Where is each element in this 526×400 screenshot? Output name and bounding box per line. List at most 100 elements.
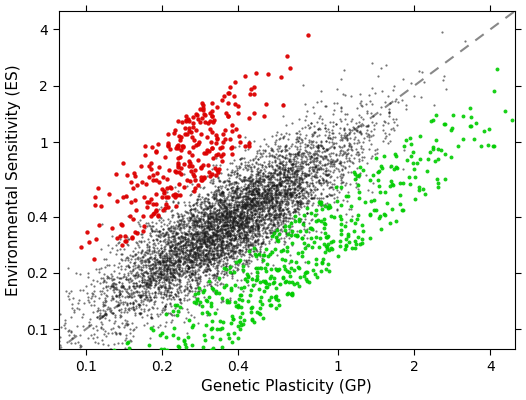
Point bbox=[304, 242, 312, 249]
Point bbox=[149, 277, 158, 283]
Point bbox=[173, 262, 181, 268]
Point bbox=[139, 223, 148, 230]
Point bbox=[154, 283, 162, 290]
Point bbox=[239, 204, 248, 210]
Point bbox=[285, 215, 293, 222]
Point bbox=[145, 163, 153, 169]
Point bbox=[352, 216, 361, 222]
Point bbox=[140, 279, 148, 286]
Point bbox=[238, 210, 246, 216]
Point bbox=[184, 210, 193, 216]
Point bbox=[204, 234, 213, 240]
Point bbox=[239, 178, 248, 184]
Point bbox=[225, 217, 234, 223]
Point bbox=[158, 253, 167, 260]
Point bbox=[184, 265, 193, 272]
Point bbox=[307, 141, 316, 148]
Point bbox=[240, 235, 248, 241]
Point bbox=[271, 182, 280, 188]
Point bbox=[241, 259, 250, 266]
Point bbox=[149, 237, 158, 243]
Point bbox=[232, 207, 240, 214]
Point bbox=[231, 215, 239, 221]
Point bbox=[326, 244, 335, 251]
Point bbox=[203, 134, 211, 140]
Point bbox=[282, 230, 290, 236]
Point bbox=[236, 213, 245, 220]
Point bbox=[116, 312, 124, 318]
Point bbox=[171, 250, 180, 256]
Point bbox=[156, 269, 165, 275]
Point bbox=[214, 169, 222, 176]
Point bbox=[226, 237, 235, 243]
Point bbox=[185, 230, 194, 237]
Point bbox=[239, 214, 247, 221]
Point bbox=[196, 276, 204, 283]
Point bbox=[275, 179, 284, 185]
Point bbox=[291, 192, 300, 198]
Point bbox=[301, 213, 309, 220]
Point bbox=[268, 180, 276, 186]
Point bbox=[208, 210, 217, 216]
Point bbox=[160, 264, 169, 270]
Point bbox=[188, 216, 196, 223]
Point bbox=[227, 236, 236, 242]
Point bbox=[166, 270, 174, 276]
Point bbox=[149, 304, 158, 311]
Point bbox=[205, 243, 214, 249]
Point bbox=[254, 178, 262, 184]
Point bbox=[248, 212, 256, 219]
Point bbox=[221, 213, 230, 220]
Point bbox=[101, 311, 109, 317]
Point bbox=[209, 252, 217, 258]
Point bbox=[152, 248, 160, 255]
Point bbox=[131, 310, 139, 316]
Point bbox=[239, 166, 247, 172]
Point bbox=[326, 184, 335, 190]
Point bbox=[218, 244, 226, 250]
Point bbox=[264, 182, 272, 189]
Point bbox=[484, 142, 492, 148]
Point bbox=[153, 324, 161, 330]
Point bbox=[190, 277, 199, 283]
Point bbox=[216, 197, 224, 204]
Point bbox=[127, 287, 135, 294]
Point bbox=[330, 144, 338, 150]
Point bbox=[161, 243, 169, 249]
Point bbox=[327, 238, 336, 245]
Point bbox=[205, 256, 214, 262]
Point bbox=[183, 284, 191, 290]
Point bbox=[237, 291, 245, 298]
Point bbox=[185, 236, 193, 243]
Point bbox=[250, 238, 259, 244]
Point bbox=[181, 208, 189, 214]
Point bbox=[216, 183, 224, 190]
Point bbox=[235, 224, 244, 231]
Point bbox=[225, 219, 233, 226]
Point bbox=[160, 246, 168, 252]
Point bbox=[131, 259, 139, 265]
Point bbox=[389, 166, 398, 172]
Point bbox=[350, 176, 359, 183]
Point bbox=[256, 217, 264, 223]
Point bbox=[207, 234, 216, 240]
Point bbox=[208, 194, 216, 201]
Point bbox=[247, 190, 256, 197]
Point bbox=[315, 197, 323, 203]
Point bbox=[271, 228, 280, 234]
Point bbox=[336, 125, 345, 132]
Point bbox=[283, 193, 291, 200]
Point bbox=[186, 242, 195, 248]
Point bbox=[279, 100, 287, 107]
Point bbox=[332, 184, 341, 190]
Point bbox=[307, 153, 315, 160]
Point bbox=[170, 282, 178, 288]
Point bbox=[222, 221, 231, 227]
Point bbox=[225, 208, 233, 215]
Point bbox=[347, 118, 356, 125]
Point bbox=[145, 275, 154, 281]
Point bbox=[149, 270, 158, 276]
Point bbox=[317, 201, 325, 207]
Point bbox=[208, 220, 216, 227]
Point bbox=[128, 266, 137, 273]
